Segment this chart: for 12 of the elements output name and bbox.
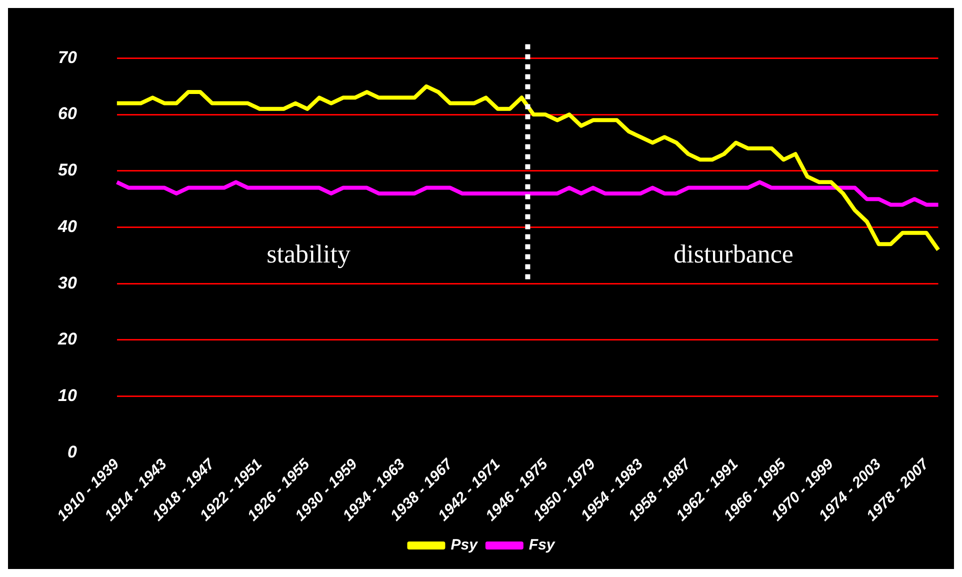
- legend-label: Psy: [450, 536, 478, 554]
- y-tick-label: 30: [58, 273, 78, 292]
- y-tick-label: 60: [58, 104, 78, 124]
- y-tick-label: 10: [58, 386, 78, 405]
- y-tick-label: 70: [58, 48, 78, 67]
- y-tick-label: 40: [56, 216, 78, 236]
- y-tick-label: 20: [56, 330, 78, 349]
- annotation: stability: [266, 239, 350, 268]
- legend-label: Fsy: [528, 536, 556, 554]
- y-tick-label: 50: [58, 160, 78, 180]
- y-tick-label: 0: [67, 442, 78, 462]
- annotation: disturbance: [674, 239, 794, 268]
